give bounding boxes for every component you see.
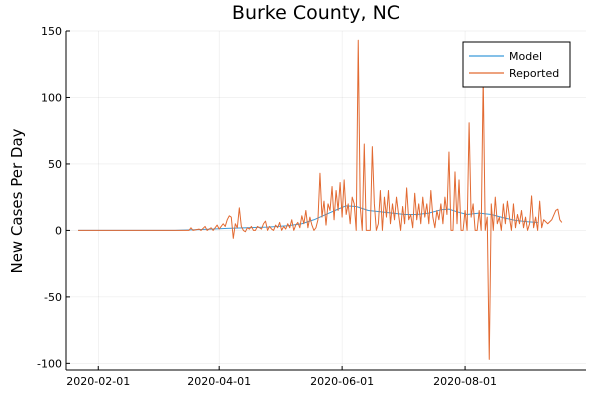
y-tick-label: -50 (44, 291, 62, 304)
y-tick-label: 150 (41, 25, 62, 38)
legend-box (462, 41, 571, 88)
y-tick-label: 100 (41, 91, 62, 104)
x-tick-label: 2020-02-01 (66, 375, 130, 388)
x-tick-label: 2020-04-01 (187, 375, 251, 388)
legend-label-reported: Reported (509, 67, 559, 80)
chart-title: Burke County, NC (232, 2, 400, 24)
y-tick-label: 0 (55, 224, 62, 237)
series-lines (78, 39, 563, 360)
x-tick-label: 2020-06-01 (310, 375, 374, 388)
y-tick-label: 50 (48, 158, 62, 171)
x-tick-label: 2020-08-01 (433, 375, 497, 388)
series-line-reported (78, 39, 563, 360)
legend: Model Reported (462, 41, 571, 88)
tick-labels: -100 -50 0 50 100 150 2020-02-01 2020-04-01 2020… (37, 25, 497, 388)
y-axis-title: New Cases Per Day (8, 128, 26, 273)
legend-label-model: Model (509, 50, 542, 63)
y-tick-label: -100 (37, 357, 62, 370)
axes (65, 30, 586, 371)
